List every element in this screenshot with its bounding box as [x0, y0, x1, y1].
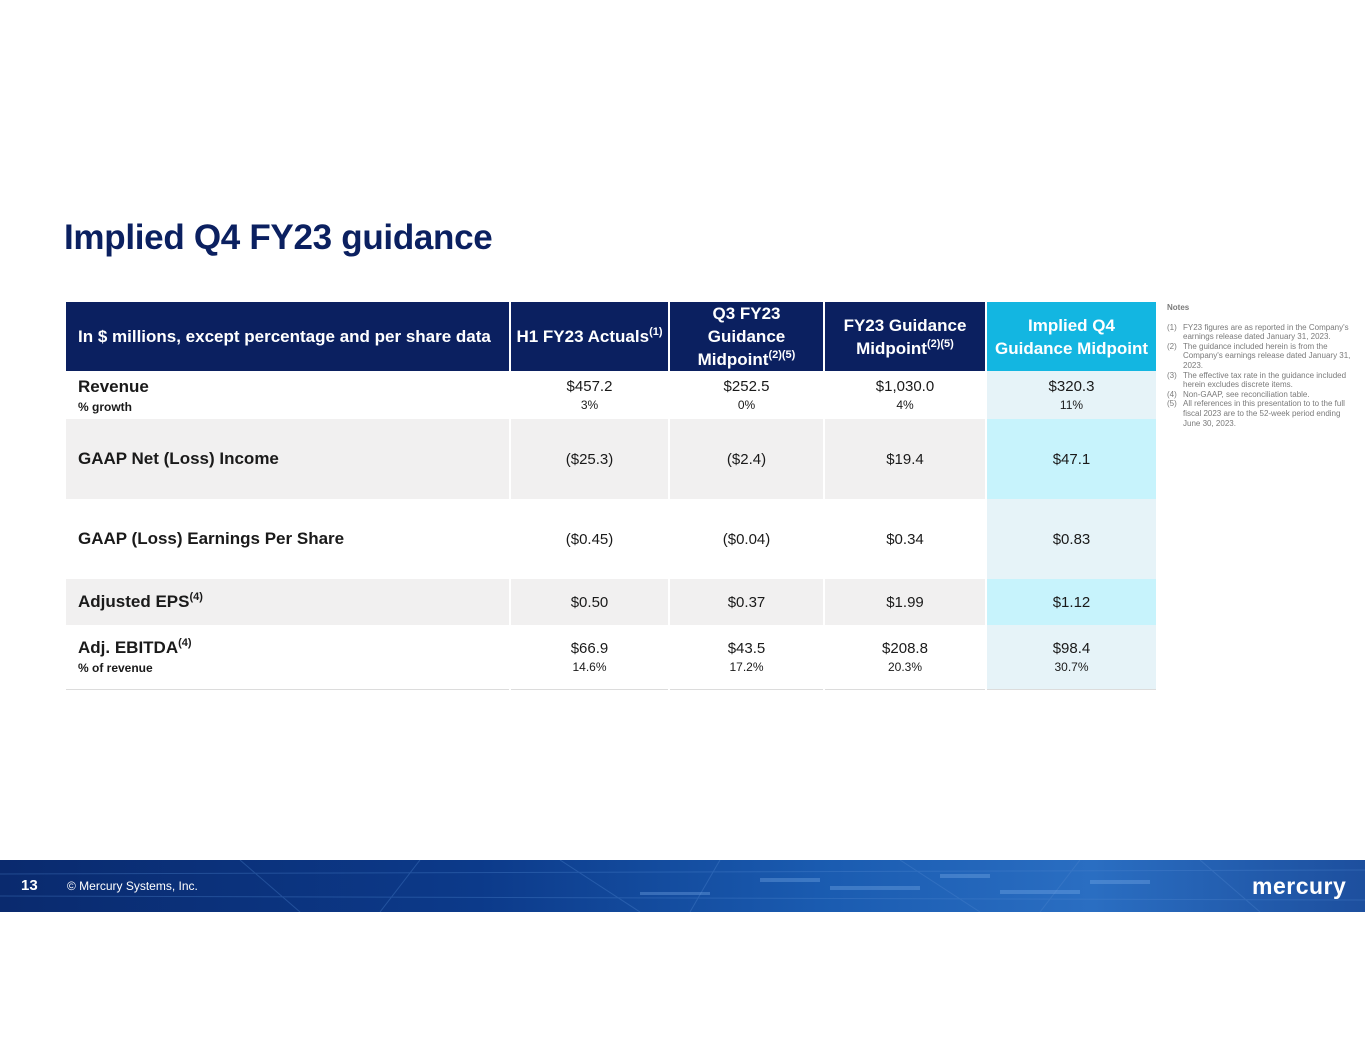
footer-circuit-pattern	[0, 860, 1365, 912]
table-cell: $457.2 3%	[510, 371, 670, 419]
note-item: (3) The effective tax rate in the guidan…	[1167, 371, 1352, 390]
footer-bar: 13 © Mercury Systems, Inc. mercury	[0, 860, 1365, 912]
table-cell: $43.5 17.2%	[669, 625, 825, 690]
note-number: (5)	[1167, 399, 1177, 409]
cell-subvalue: 17.2%	[729, 659, 764, 674]
note-number: (2)	[1167, 341, 1177, 351]
note-text: Non-GAAP, see reconciliation table.	[1183, 389, 1310, 399]
row-label-cell: Revenue % growth	[66, 371, 511, 419]
row-label-cell: GAAP (Loss) Earnings Per Share	[66, 499, 511, 579]
column-header-metric: In $ millions, except percentage and per…	[66, 302, 511, 371]
row-label-cell: Adj. EBITDA(4) % of revenue	[66, 625, 511, 690]
row-sub-label: % of revenue	[78, 661, 153, 676]
table-row-adjusted-eps: Adjusted EPS(4) $0.50 $0.37 $1.99 $1.12	[66, 579, 1156, 625]
cell-value: $43.5	[727, 639, 766, 657]
note-number: (4)	[1167, 389, 1177, 399]
cell-subvalue: 0%	[737, 398, 756, 412]
cell-subvalue: 30.7%	[1054, 659, 1089, 674]
note-number: (1)	[1167, 322, 1177, 332]
table-cell: ($0.45)	[510, 499, 670, 579]
cell-subvalue: 14.6%	[572, 659, 607, 674]
cell-value: $66.9	[570, 639, 609, 657]
cell-subvalue: 4%	[896, 398, 914, 412]
note-item: (5) All references in this presentation …	[1167, 399, 1352, 428]
cell-value: $320.3	[1048, 378, 1095, 395]
table-header-row: In $ millions, except percentage and per…	[66, 302, 1156, 371]
page-number: 13	[21, 877, 38, 894]
cell-subvalue: 11%	[1059, 398, 1084, 412]
table-cell: ($2.4)	[669, 419, 825, 499]
copyright-text: © Mercury Systems, Inc.	[67, 879, 198, 893]
table-cell: $0.50	[510, 579, 670, 625]
notes-panel: Notes (1) FY23 figures are as reported i…	[1167, 303, 1352, 428]
note-item: (4) Non-GAAP, see reconciliation table.	[1167, 390, 1352, 400]
table-cell: $66.9 14.6%	[510, 625, 670, 690]
table-cell-implied: $0.83	[986, 499, 1156, 579]
table-cell-implied: $1.12	[986, 579, 1156, 625]
table-cell: $0.34	[824, 499, 987, 579]
cell-value: $1.99	[886, 593, 924, 611]
column-header-implied-q4: Implied Q4 Guidance Midpoint	[986, 302, 1156, 371]
cell-value: $0.83	[1052, 530, 1091, 548]
table-cell: ($25.3)	[510, 419, 670, 499]
row-label: GAAP (Loss) Earnings Per Share	[78, 529, 345, 548]
cell-value: ($25.3)	[565, 450, 614, 468]
cell-value: $208.8	[882, 639, 928, 657]
note-text: All references in this presentation to t…	[1183, 399, 1345, 428]
row-label: GAAP Net (Loss) Income	[78, 449, 279, 468]
note-text: The guidance included herein is from the…	[1183, 341, 1351, 370]
note-text: FY23 figures are as reported in the Comp…	[1183, 322, 1349, 342]
cell-value: $0.34	[886, 530, 924, 548]
row-label: Revenue	[78, 376, 149, 396]
cell-value: $19.4	[886, 450, 924, 468]
cell-value: $0.50	[570, 593, 609, 611]
row-label: Adjusted EPS(4)	[78, 591, 203, 612]
row-label-cell: Adjusted EPS(4)	[66, 579, 511, 625]
table-cell-implied: $47.1	[986, 419, 1156, 499]
cell-value: $457.2	[566, 378, 613, 395]
table-cell: $0.37	[669, 579, 825, 625]
cell-value: ($0.04)	[722, 530, 771, 548]
note-item: (2) The guidance included herein is from…	[1167, 342, 1352, 371]
table-row-revenue: Revenue % growth $457.2 3% $252.5 0% $1,…	[66, 371, 1156, 419]
cell-value: $47.1	[1052, 450, 1091, 468]
page-title: Implied Q4 FY23 guidance	[64, 218, 493, 257]
cell-value: $1.12	[1052, 593, 1091, 611]
table-row-gaap-eps: GAAP (Loss) Earnings Per Share ($0.45) (…	[66, 499, 1156, 579]
cell-subvalue: 3%	[580, 398, 599, 412]
table-cell-implied: $98.4 30.7%	[986, 625, 1156, 690]
note-text: The effective tax rate in the guidance i…	[1183, 370, 1347, 390]
column-header-fy23-guidance: FY23 Guidance Midpoint(2)(5)	[824, 302, 987, 371]
table-cell: ($0.04)	[669, 499, 825, 579]
table-row-gaap-net-income: GAAP Net (Loss) Income ($25.3) ($2.4) $1…	[66, 419, 1156, 499]
table-row-adj-ebitda: Adj. EBITDA(4) % of revenue $66.9 14.6% …	[66, 625, 1156, 690]
table-cell: $208.8 20.3%	[824, 625, 987, 690]
cell-value: ($2.4)	[726, 450, 767, 468]
row-label: Adj. EBITDA(4)	[78, 637, 192, 658]
column-header-q3-guidance: Q3 FY23 Guidance Midpoint(2)(5)	[669, 302, 825, 371]
table-cell: $252.5 0%	[669, 371, 825, 419]
cell-value: $98.4	[1052, 639, 1091, 657]
table-cell: $1,030.0 4%	[824, 371, 987, 419]
mercury-logo: mercury	[1252, 873, 1347, 899]
cell-value: ($0.45)	[565, 530, 614, 548]
note-number: (3)	[1167, 370, 1177, 380]
notes-title: Notes	[1167, 303, 1190, 312]
column-header-h1-actuals: H1 FY23 Actuals(1)	[510, 302, 670, 371]
note-item: (1) FY23 figures are as reported in the …	[1167, 323, 1352, 342]
table-cell: $19.4	[824, 419, 987, 499]
cell-value: $0.37	[727, 593, 766, 611]
guidance-table: In $ millions, except percentage and per…	[66, 302, 1156, 690]
table-cell: $1.99	[824, 579, 987, 625]
table-cell-implied: $320.3 11%	[986, 371, 1156, 419]
row-sub-label: % growth	[78, 399, 132, 414]
cell-value: $252.5	[723, 378, 770, 395]
cell-subvalue: 20.3%	[887, 659, 923, 674]
cell-value: $1,030.0	[875, 378, 935, 395]
row-label-cell: GAAP Net (Loss) Income	[66, 419, 511, 499]
